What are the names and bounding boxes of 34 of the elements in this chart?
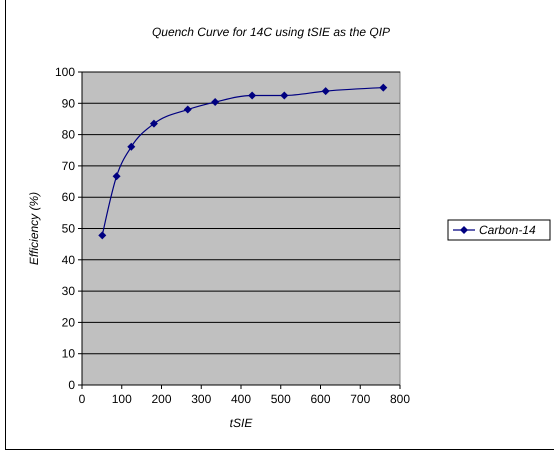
y-axis-title: Efficiency (%): [27, 192, 41, 266]
x-tick-label: 200: [151, 392, 172, 406]
x-tick-label: 100: [112, 392, 132, 406]
point: [379, 84, 388, 92]
y-tick-label: 0: [68, 378, 76, 392]
y-tick-label: 80: [62, 128, 76, 142]
point: [248, 91, 256, 100]
y-tick-label: 60: [62, 190, 76, 204]
y-tick-label: 10: [62, 346, 76, 361]
point: [322, 87, 330, 96]
point: [112, 172, 121, 180]
point: [98, 231, 106, 240]
x-tick-label: 300: [191, 392, 212, 406]
legend-label: Carbon-14: [479, 223, 536, 237]
chart-title: Quench Curve for 14C using tSIE as the QIP: [152, 25, 390, 39]
point: [211, 98, 220, 106]
y-tick-label: 20: [62, 315, 76, 330]
x-axis-title: tSIE: [230, 416, 254, 430]
x-tick-label: 600: [310, 392, 331, 406]
point: [127, 142, 136, 151]
point: [150, 120, 158, 128]
x-tick-label: 800: [390, 392, 410, 406]
y-tick-label: 40: [62, 252, 76, 267]
y-tick-label: 50: [62, 222, 76, 236]
x-tick-label: 700: [350, 392, 371, 406]
x-tick-label: 400: [230, 392, 252, 406]
point: [280, 91, 288, 100]
y-tick-label: 100: [54, 65, 76, 79]
y-tick-label: 30: [62, 284, 76, 298]
y-tick-label: 70: [62, 158, 76, 173]
point: [184, 106, 192, 114]
y-tick-label: 90: [62, 96, 76, 110]
x-tick-label: 0: [78, 392, 86, 406]
x-tick-label: 500: [270, 392, 292, 406]
